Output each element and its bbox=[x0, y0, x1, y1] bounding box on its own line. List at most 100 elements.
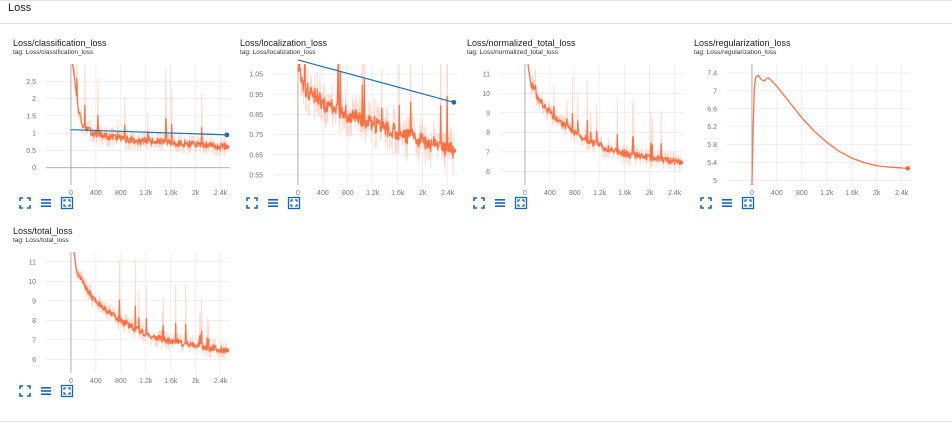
series-group bbox=[72, 64, 228, 157]
expand-chart-icon[interactable] bbox=[514, 196, 528, 210]
chart-tag: tag: Loss/localization_loss bbox=[240, 49, 316, 56]
x-tick-label: 800 bbox=[796, 190, 808, 197]
series-smoothed-line bbox=[751, 74, 908, 185]
y-tick-label: 9 bbox=[486, 110, 490, 117]
x-tick-label: 1.2k bbox=[593, 190, 607, 197]
x-tick-label: 400 bbox=[544, 190, 556, 197]
y-tick-label: 6 bbox=[32, 357, 36, 364]
x-tick-label: 1.6k bbox=[164, 378, 178, 385]
x-tick-label: 1.2k bbox=[366, 190, 380, 197]
series-end-point bbox=[905, 166, 911, 171]
expand-chart-icon[interactable] bbox=[741, 196, 755, 210]
outlier-trend-line bbox=[297, 59, 455, 103]
x-tick-label: 0 bbox=[69, 190, 73, 197]
x-tick-label: 0 bbox=[523, 190, 527, 197]
x-tick-label: 0 bbox=[296, 190, 300, 197]
section-title[interactable]: Loss bbox=[8, 2, 32, 14]
x-tick-label: 2.4k bbox=[441, 190, 455, 197]
section-divider-bottom bbox=[0, 421, 952, 422]
series-end-point bbox=[224, 144, 230, 150]
chart-card-1: Loss/localization_loss tag: Loss/localiz… bbox=[235, 24, 461, 210]
x-tick-label: 2.4k bbox=[214, 190, 228, 197]
y-tick-label: 8 bbox=[486, 130, 490, 137]
chart-tag: tag: Loss/regularization_loss bbox=[694, 49, 777, 56]
series-raw-line bbox=[297, 64, 454, 175]
series-smoothed-line bbox=[297, 64, 455, 159]
fit-domain-icon[interactable] bbox=[245, 196, 259, 210]
x-tick-label: 0 bbox=[69, 378, 73, 385]
chart-plot[interactable]: 0 400 800 1.2k 1.6k 2k 2.4k 6 7 8 9 10 11 bbox=[8, 242, 234, 392]
y-tick-label: 0.65 bbox=[249, 152, 263, 159]
chart-plot[interactable]: 0 400 800 1.2k 1.6k 2k 2.4k 5 5.4 5.8 6.2 6.6 7 7.4 bbox=[689, 54, 915, 204]
outlier-end-point bbox=[451, 99, 457, 105]
section-divider bbox=[0, 23, 952, 24]
x-tick-label: 1.2k bbox=[139, 190, 153, 197]
x-tick-label: 1.6k bbox=[618, 190, 632, 197]
grid bbox=[727, 64, 911, 185]
y-tick-label: 0.5 bbox=[26, 148, 36, 155]
top-border bbox=[0, 0, 952, 1]
y-tick-label: 5.8 bbox=[707, 142, 717, 149]
x-tick-label: 2k bbox=[646, 190, 654, 197]
y-tick-label: 7.4 bbox=[707, 70, 717, 77]
series-group bbox=[72, 252, 228, 361]
fit-domain-icon[interactable] bbox=[18, 384, 32, 398]
y-tick-label: 0.75 bbox=[249, 132, 263, 139]
toggle-log-scale-icon[interactable] bbox=[39, 196, 53, 210]
fit-domain-icon[interactable] bbox=[699, 196, 713, 210]
fit-domain-icon[interactable] bbox=[18, 196, 32, 210]
expand-chart-icon[interactable] bbox=[60, 384, 74, 398]
y-tick-label: 0 bbox=[32, 165, 36, 172]
x-tick-label: 1.6k bbox=[164, 190, 178, 197]
chart-tag: tag: Loss/total_loss bbox=[13, 237, 69, 244]
toggle-log-scale-icon[interactable] bbox=[266, 196, 280, 210]
fit-domain-icon[interactable] bbox=[472, 196, 486, 210]
series-smoothed-line bbox=[73, 252, 228, 354]
y-tick-label: 7 bbox=[486, 149, 490, 156]
y-tick-label: 10 bbox=[28, 279, 36, 286]
y-tick-label: 11 bbox=[29, 259, 36, 266]
x-tick-label: 800 bbox=[115, 378, 127, 385]
chart-title: Loss/normalized_total_loss bbox=[467, 38, 576, 48]
chart-card-4: Loss/total_loss tag: Loss/total_loss 0 40… bbox=[8, 212, 234, 398]
grid bbox=[46, 252, 230, 373]
chart-tag: tag: Loss/classification_loss bbox=[13, 49, 94, 56]
chart-plot[interactable]: 0 400 800 1.2k 1.6k 2k 2.4k 0 0.5 1 1.5 2 2.5 bbox=[8, 54, 234, 204]
chart-title: Loss/total_loss bbox=[13, 226, 73, 236]
y-tick-label: 2 bbox=[32, 96, 36, 103]
series-group bbox=[527, 64, 682, 172]
toggle-log-scale-icon[interactable] bbox=[39, 384, 53, 398]
chart-plot[interactable]: 0 400 800 1.2k 1.6k 2k 2.4k 6 7 8 9 10 11 bbox=[462, 54, 688, 204]
y-tick-label: 9 bbox=[32, 298, 36, 305]
series-raw-line bbox=[527, 64, 681, 172]
chart-tag: tag: Loss/normalized_total_loss bbox=[467, 49, 559, 56]
y-tick-label: 6 bbox=[486, 169, 490, 176]
y-tick-label: 7 bbox=[713, 88, 717, 95]
x-tick-label: 2k bbox=[192, 190, 200, 197]
chart-title: Loss/classification_loss bbox=[13, 38, 107, 48]
x-tick-label: 400 bbox=[771, 190, 783, 197]
expand-chart-icon[interactable] bbox=[287, 196, 301, 210]
series-end-point bbox=[678, 160, 684, 165]
chart-card-2: Loss/normalized_total_loss tag: Loss/nor… bbox=[462, 24, 688, 210]
toggle-log-scale-icon[interactable] bbox=[720, 196, 734, 210]
y-tick-label: 1.5 bbox=[26, 113, 36, 120]
x-tick-label: 2.4k bbox=[214, 378, 228, 385]
chart-card-0: Loss/classification_loss tag: Loss/class… bbox=[8, 24, 234, 210]
chart-card-3: Loss/regularization_loss tag: Loss/regul… bbox=[689, 24, 915, 210]
x-tick-label: 2k bbox=[192, 378, 200, 385]
y-tick-label: 1 bbox=[32, 131, 36, 138]
expand-chart-icon[interactable] bbox=[60, 196, 74, 210]
toggle-log-scale-icon[interactable] bbox=[493, 196, 507, 210]
y-tick-label: 10 bbox=[482, 91, 490, 98]
x-tick-label: 400 bbox=[90, 190, 102, 197]
y-tick-label: 0.55 bbox=[249, 172, 263, 179]
x-tick-label: 400 bbox=[317, 190, 329, 197]
chart-title: Loss/regularization_loss bbox=[694, 38, 791, 48]
x-tick-label: 1.6k bbox=[391, 190, 405, 197]
series-end-point bbox=[224, 348, 230, 353]
x-tick-label: 800 bbox=[342, 190, 354, 197]
series-end-point bbox=[451, 148, 457, 154]
chart-plot[interactable]: 0 400 800 1.2k 1.6k 2k 2.4k 0.55 0.65 0.75 0.85 0.9… bbox=[235, 54, 461, 204]
y-tick-label: 7 bbox=[32, 337, 36, 344]
